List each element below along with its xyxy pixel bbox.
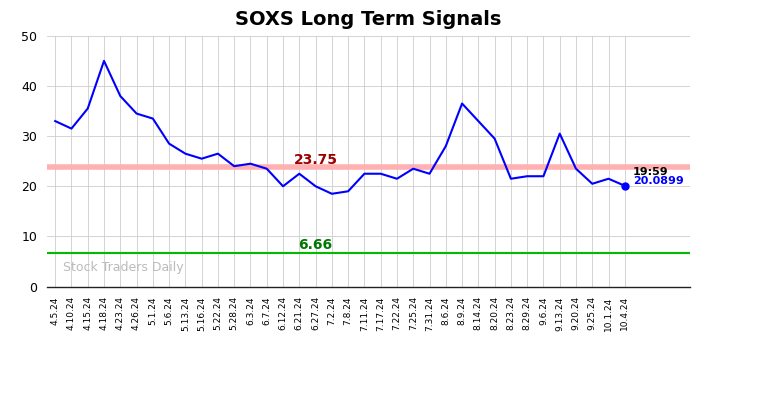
Text: 19:59: 19:59: [633, 167, 669, 177]
Text: Stock Traders Daily: Stock Traders Daily: [64, 261, 184, 274]
Point: [619, 183, 631, 189]
Title: SOXS Long Term Signals: SOXS Long Term Signals: [235, 10, 502, 29]
Text: 6.66: 6.66: [299, 238, 332, 252]
Text: 20.0899: 20.0899: [633, 176, 684, 186]
Text: 23.75: 23.75: [293, 153, 338, 167]
